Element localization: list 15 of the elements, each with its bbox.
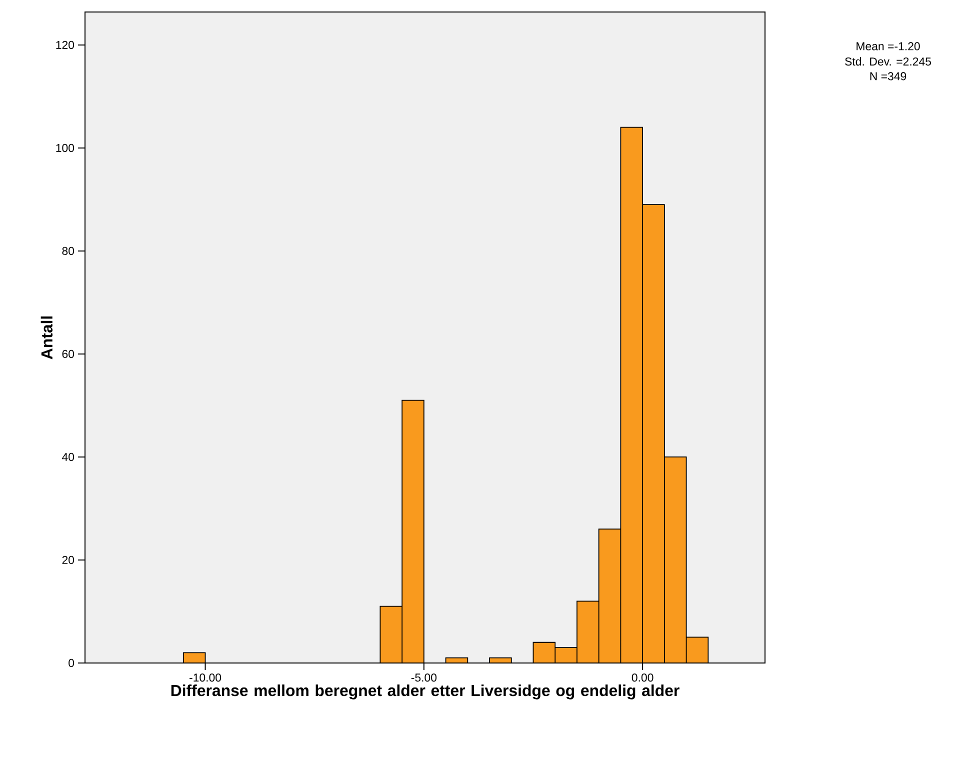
y-axis-title: Antall bbox=[40, 316, 53, 360]
y-tick-label: 60 bbox=[62, 350, 74, 358]
y-tick-label: 100 bbox=[56, 144, 74, 152]
y-tick-label: 120 bbox=[56, 40, 74, 49]
y-tick-label: 80 bbox=[62, 246, 74, 256]
x-axis-title: Differanse mellom beregnet alder etter Liversidge og endelig alder bbox=[171, 684, 680, 700]
text: Mean =-1.20 bbox=[856, 42, 920, 50]
y-tick-label: 40 bbox=[62, 452, 74, 462]
text: N =349 bbox=[870, 72, 906, 80]
y-tick-label: 20 bbox=[62, 556, 74, 564]
x-tick-label: 0.00 bbox=[632, 674, 654, 682]
y-tick-label: 0 bbox=[68, 658, 74, 668]
x-tick-label: -5.00 bbox=[411, 674, 437, 682]
text: Std. Dev. =2.245 bbox=[845, 57, 931, 66]
x-tick-label: -10.00 bbox=[190, 674, 222, 682]
